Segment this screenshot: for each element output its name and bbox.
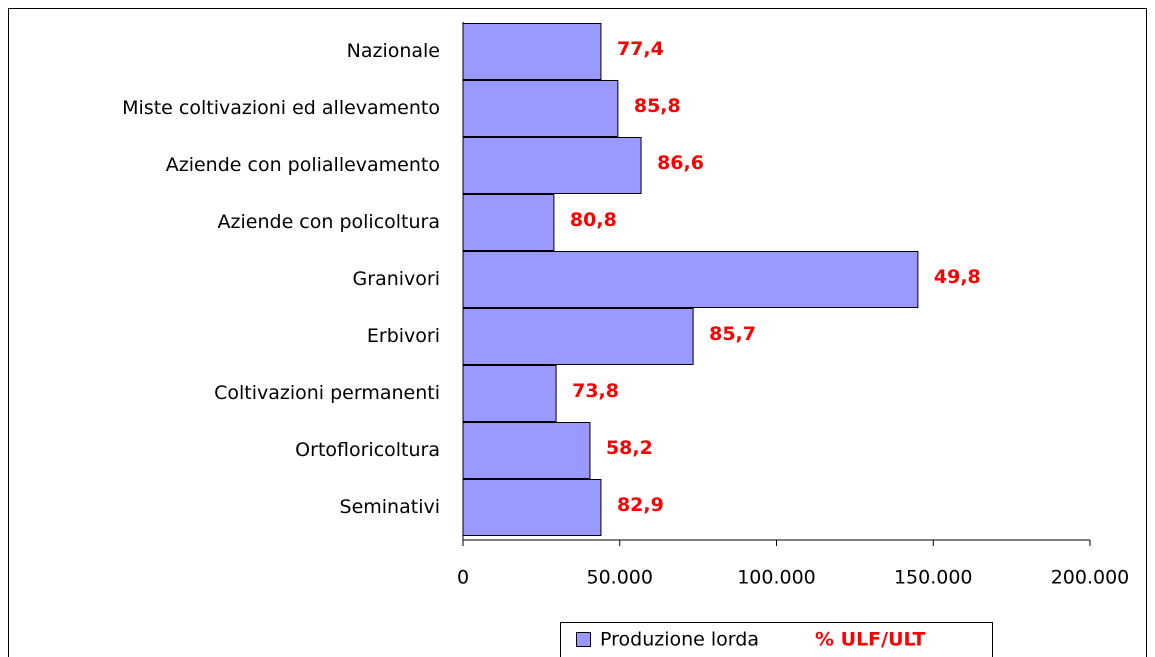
x-tick-label: 200.000 xyxy=(1051,567,1130,589)
bar xyxy=(462,23,602,80)
data-label: 82,9 xyxy=(617,494,664,516)
data-label: 85,8 xyxy=(634,95,681,117)
x-tick-label: 0 xyxy=(457,567,469,589)
bar xyxy=(462,308,694,365)
data-label: 80,8 xyxy=(570,209,617,231)
data-label: 49,8 xyxy=(934,266,981,288)
data-label: 85,7 xyxy=(709,323,756,345)
legend-box xyxy=(560,622,993,657)
data-label: 73,8 xyxy=(572,380,619,402)
x-tick-label: 150.000 xyxy=(894,567,973,589)
y-tick-label: Aziende con policoltura xyxy=(218,211,440,233)
x-tick-label: 50.000 xyxy=(587,567,653,589)
y-tick-label: Miste coltivazioni ed allevamento xyxy=(122,97,440,119)
y-tick-label: Nazionale xyxy=(347,40,440,62)
data-label: 77,4 xyxy=(617,38,664,60)
y-tick-label: Seminativi xyxy=(340,496,440,518)
y-tick-label: Aziende con poliallevamento xyxy=(166,154,440,176)
bar xyxy=(462,365,557,422)
bar xyxy=(462,137,642,194)
bar xyxy=(462,251,919,308)
bar xyxy=(462,80,619,137)
bar xyxy=(462,194,555,251)
legend-label: % ULF/ULT xyxy=(815,629,925,651)
x-tick-label: 100.000 xyxy=(737,567,816,589)
legend-label: Produzione lorda xyxy=(600,629,759,651)
y-tick-label: Granivori xyxy=(353,268,440,290)
bar xyxy=(462,422,591,479)
legend-swatch xyxy=(576,632,591,647)
y-tick-label: Erbivori xyxy=(367,325,440,347)
y-tick-label: Ortofloricoltura xyxy=(295,439,440,461)
data-label: 86,6 xyxy=(657,152,704,174)
bar xyxy=(462,479,602,536)
data-label: 58,2 xyxy=(606,437,653,459)
y-tick-label: Coltivazioni permanenti xyxy=(214,382,440,404)
